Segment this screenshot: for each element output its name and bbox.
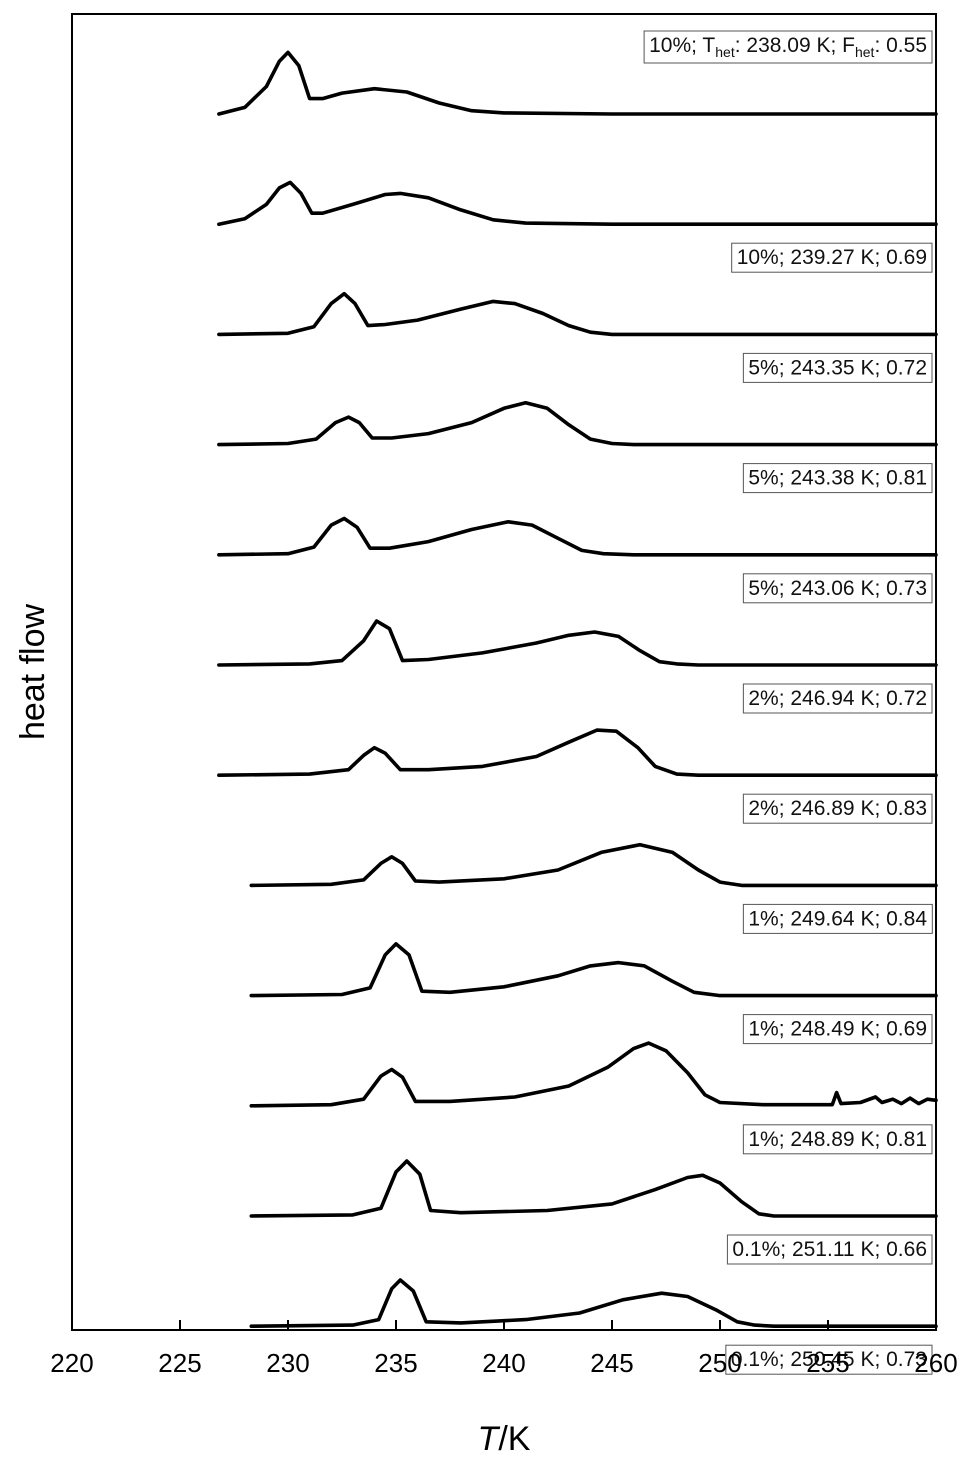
series-label-box (742, 352, 933, 383)
x-axis-title: T/K (478, 1420, 531, 1458)
series-label-box (742, 573, 933, 604)
x-axis: 220 225 230 235 240 245 250 255 260 (50, 1320, 958, 1378)
series-label: 2%; 246.89 K; 0.83 (748, 797, 927, 820)
x-tick-label: 245 (590, 1348, 633, 1378)
series-trace (217, 50, 938, 116)
x-tick-label: 235 (374, 1348, 417, 1378)
x-axis-title-unit: /K (498, 1420, 530, 1458)
series-label: 10%; 239.27 K; 0.69 (737, 246, 927, 269)
x-axis-title-symbol: T (478, 1420, 501, 1458)
x-tick-label: 260 (914, 1348, 957, 1378)
series-label-box (742, 1124, 933, 1155)
series-label-box (742, 683, 933, 714)
series-label-subscript: het (715, 44, 735, 60)
series-label: 10%; Thet: 238.09 K; Fhet: 0.55 (649, 34, 927, 60)
series-label-text: : 0.55 (874, 34, 927, 57)
x-tick-label: 250 (698, 1348, 741, 1378)
x-tick-label: 225 (158, 1348, 201, 1378)
series-label: 1%; 249.64 K; 0.84 (748, 907, 927, 930)
series-label-subscript: het (855, 44, 875, 60)
series-label: 1%; 248.49 K; 0.69 (748, 1018, 927, 1041)
series-trace (249, 942, 938, 998)
series-trace (217, 728, 938, 777)
series-trace (217, 619, 938, 667)
series-trace (217, 401, 938, 447)
series-trace (217, 291, 938, 337)
series-label-box (731, 242, 933, 273)
x-tick-label: 220 (50, 1348, 93, 1378)
series-trace (249, 842, 938, 888)
series-label-text: 10%; T (649, 34, 715, 57)
series-trace (217, 180, 938, 226)
x-tick-label: 230 (266, 1348, 309, 1378)
series-label-box (742, 793, 933, 824)
x-tick-label: 255 (806, 1348, 849, 1378)
series-label: 5%; 243.38 K; 0.81 (748, 467, 927, 490)
series-label-box (742, 903, 933, 934)
series-label: 0.1%; 250.45 K; 0.73 (731, 1348, 927, 1371)
series-label-text: : 238.09 K; F (735, 34, 855, 57)
series-label-box (726, 1234, 933, 1265)
series-label: 0.1%; 251.11 K; 0.66 (732, 1238, 927, 1261)
series-trace (249, 1159, 938, 1218)
series-label: 5%; 243.35 K; 0.72 (748, 356, 927, 379)
series-label-box (742, 1014, 933, 1045)
series-label-box (742, 463, 933, 494)
series-trace (217, 516, 938, 557)
series-label: 2%; 246.94 K; 0.72 (748, 687, 927, 710)
x-tick-label: 240 (482, 1348, 525, 1378)
series-label-box (725, 1344, 933, 1375)
traces-group (217, 50, 938, 1328)
series-trace (249, 1278, 938, 1328)
series-label: 1%; 248.89 K; 0.81 (748, 1128, 927, 1151)
series-label-box (643, 30, 933, 64)
series-trace (249, 1041, 938, 1108)
y-axis-title: heat flow (14, 604, 52, 741)
series-label: 5%; 243.06 K; 0.73 (748, 577, 927, 600)
